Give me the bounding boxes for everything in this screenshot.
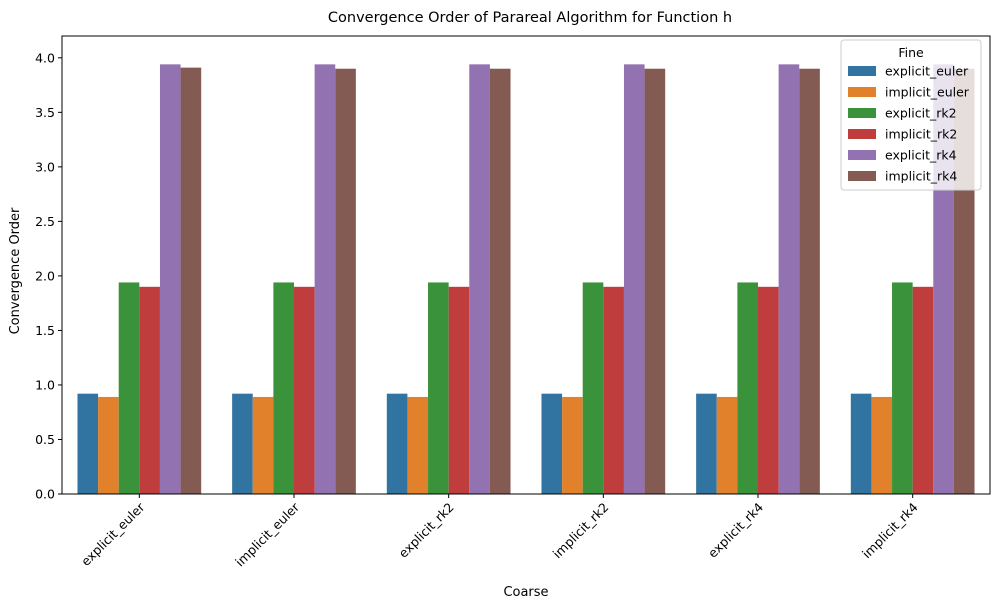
bar-explicit_rk4-implicit_rk2: [623, 64, 645, 494]
bar-implicit_euler-explicit_euler: [98, 396, 119, 494]
bar-explicit_rk4-explicit_rk2: [469, 64, 490, 494]
legend-label-implicit_rk2: implicit_rk2: [885, 127, 957, 142]
bar-implicit_rk2-explicit_rk4: [758, 286, 779, 494]
bar-explicit_rk2-explicit_rk2: [428, 282, 449, 494]
bar-explicit_rk4-implicit_euler: [314, 64, 336, 494]
x-tick-label: explicit_euler: [78, 499, 148, 569]
legend-swatch-implicit_rk4: [848, 171, 876, 181]
chart-title: Convergence Order of Parareal Algorithm …: [328, 10, 732, 26]
x-tick-label: implicit_euler: [232, 499, 303, 570]
bar-implicit_euler-implicit_rk2: [562, 396, 583, 494]
bar-implicit_rk4-explicit_rk4: [799, 68, 820, 495]
y-tick-label: 1.0: [35, 377, 55, 392]
bar-implicit_euler-explicit_rk4: [716, 396, 738, 494]
x-tick-label: explicit_rk4: [705, 499, 766, 560]
y-tick-label: 2.0: [35, 268, 55, 283]
bar-implicit_rk2-implicit_euler: [294, 286, 315, 494]
bar-implicit_rk2-implicit_rk4: [912, 286, 934, 494]
bar-explicit_euler-implicit_euler: [232, 393, 253, 494]
y-tick-label: 0.0: [35, 487, 55, 502]
bar-explicit_rk4-explicit_rk4: [778, 64, 800, 494]
bar-implicit_rk4-explicit_euler: [180, 67, 202, 495]
legend-swatch-implicit_euler: [848, 87, 876, 97]
legend-title: Fine: [898, 45, 924, 60]
y-tick-label: 3.5: [35, 105, 55, 120]
axes-frame: [61, 35, 991, 495]
bar-implicit_rk4-explicit_rk2: [489, 68, 511, 495]
bar-explicit_euler-explicit_rk2: [386, 393, 408, 494]
y-tick-label: 3.0: [35, 159, 55, 174]
bar-explicit_rk2-implicit_rk2: [582, 282, 604, 494]
legend: Fine explicit_euler implicit_eulerexplici…: [840, 39, 982, 191]
legend-swatch-explicit_rk2: [848, 108, 876, 118]
bar-explicit_rk2-explicit_rk4: [737, 282, 758, 494]
y-tick-label: 0.5: [35, 432, 55, 447]
bar-explicit_euler-explicit_rk4: [696, 393, 717, 494]
plot-area: 0.0 0.5 1.0 1.5 2.0 2.5 3.0 3.5 4.0 explicit_eule…: [35, 35, 991, 570]
legend-label-explicit_euler: explicit_euler: [885, 64, 969, 79]
bar-explicit_rk4-explicit_euler: [159, 64, 181, 494]
legend-swatch-implicit_rk2: [848, 129, 876, 139]
x-tick-label: implicit_rk4: [859, 499, 921, 561]
bar-implicit_rk2-implicit_rk2: [603, 286, 624, 494]
x-tick-label: explicit_rk2: [396, 500, 457, 561]
x-tick-label: implicit_rk2: [550, 500, 612, 562]
bar-explicit_rk2-implicit_euler: [273, 282, 294, 494]
y-tick-label: 2.5: [35, 214, 55, 229]
y-axis-label: Convergence Order: [8, 207, 23, 334]
legend-label-explicit_rk2: explicit_rk2: [885, 106, 957, 121]
bar-implicit_rk4-implicit_rk2: [644, 68, 666, 495]
y-tick-label: 4.0: [35, 50, 55, 65]
bar-implicit_rk2-explicit_euler: [139, 286, 160, 494]
bar-implicit_euler-implicit_rk4: [871, 396, 893, 494]
x-axis-label: Coarse: [503, 585, 548, 600]
bar-explicit_rk2-explicit_euler: [118, 282, 140, 494]
bar-implicit_rk4-implicit_euler: [335, 68, 356, 495]
legend-swatch-explicit_rk4: [848, 150, 876, 160]
bar-implicit_euler-implicit_euler: [252, 396, 274, 494]
legend-label-implicit_euler: implicit_euler: [885, 85, 970, 100]
legend-label-implicit_rk4: implicit_rk4: [885, 169, 957, 184]
bar-explicit_euler-implicit_rk4: [850, 393, 872, 494]
y-tick-label: 1.5: [35, 323, 55, 338]
bar-explicit_rk2-implicit_rk4: [892, 282, 913, 494]
legend-label-explicit_rk4: explicit_rk4: [885, 148, 957, 163]
bar-explicit_euler-explicit_euler: [77, 393, 99, 494]
bar-implicit_euler-explicit_rk2: [407, 396, 429, 494]
bar-explicit_euler-implicit_rk2: [541, 393, 563, 494]
bar-implicit_rk2-explicit_rk2: [448, 286, 470, 494]
legend-swatch-explicit_euler: [848, 66, 876, 76]
